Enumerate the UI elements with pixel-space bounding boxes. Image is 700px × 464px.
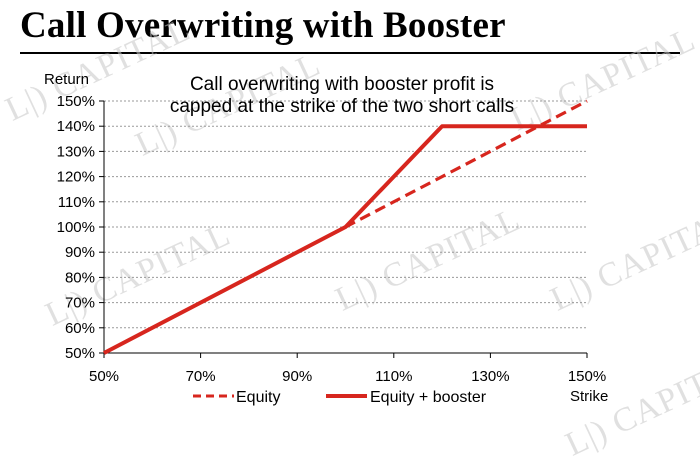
x-axis-ticks: 50% 70% 90% 110% 130% 150% [89,353,606,385]
x-tick-label: 90% [282,368,312,385]
legend: Equity Equity + booster [193,389,487,406]
y-tick-label: 60% [65,320,95,337]
x-tick-label: 110% [375,368,412,385]
x-tick-label: 50% [89,368,119,385]
title-divider [20,52,680,54]
x-tick-label: 70% [186,368,216,385]
y-tick-label: 100% [57,219,95,236]
y-tick-label: 70% [65,295,95,312]
y-tick-label: 110% [58,194,95,211]
series-line-equity-booster [103,124,587,355]
chart: 50%60%70%80%90%100%110%120%130%140%150% … [44,71,608,406]
annotation-line-1: Call overwriting with booster profit is [190,74,494,95]
y-axis-label: Return [44,71,89,88]
y-tick-label: 50% [65,345,95,362]
y-tick-label: 90% [65,244,95,261]
annotation-line-2: capped at the strike of the two short ca… [170,96,514,117]
legend-label-equity-booster: Equity + booster [370,389,487,406]
x-axis-label: Strike [570,388,608,405]
y-tick-label: 140% [57,118,95,135]
y-tick-label: 80% [65,269,95,286]
y-tick-label: 130% [57,143,95,160]
grid-lines [104,100,587,329]
y-tick-label: 120% [57,169,95,186]
series-lines [103,99,588,355]
y-tick-label: 150% [57,93,95,110]
x-tick-label: 150% [568,368,606,385]
y-axis-ticks: 50% 60% 70% 80% 90% 100% 110% 120% 130% 140% 150% [57,93,104,362]
legend-label-equity: Equity [236,389,280,406]
page-title: Call Overwriting with Booster [20,5,506,46]
x-tick-label: 130% [471,368,509,385]
